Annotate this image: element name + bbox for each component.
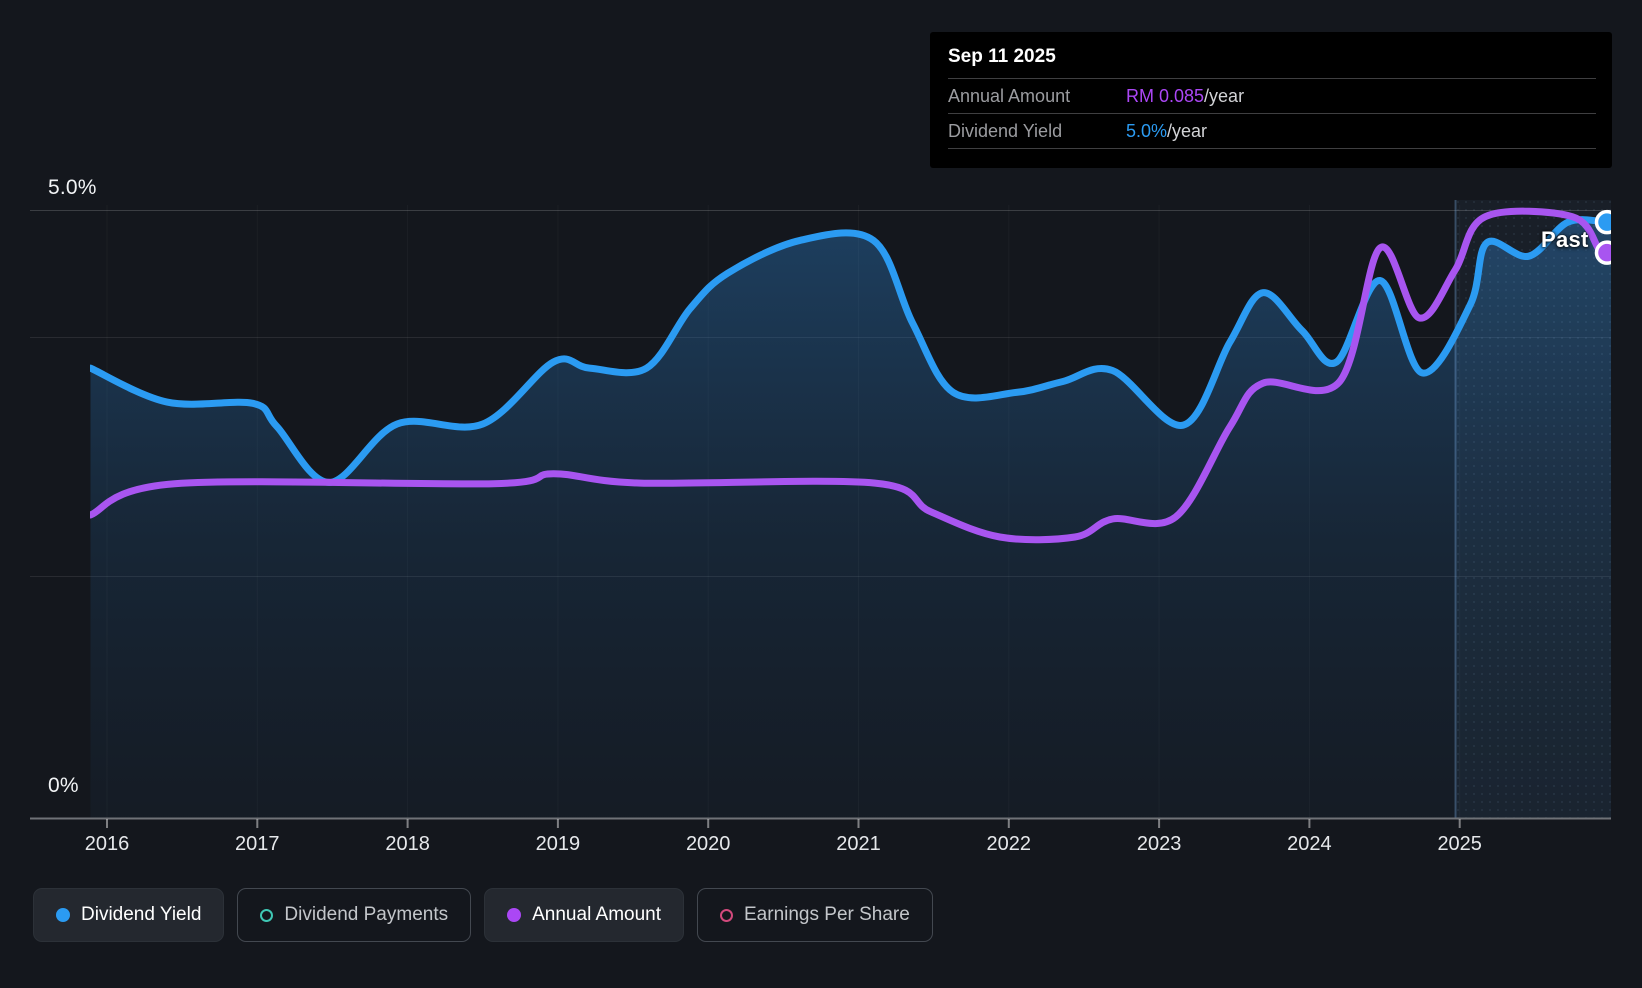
earnings-per-share-ring-icon	[720, 908, 733, 922]
legend-label: Annual Amount	[532, 904, 661, 925]
year-label: 2019	[535, 833, 581, 855]
dividend-yield-dot-icon	[56, 908, 70, 922]
year-label: 2023	[1136, 833, 1182, 855]
year-label: 2025	[1437, 833, 1482, 855]
annual-amount-endpoint-marker	[1594, 240, 1611, 265]
tooltip-suffix: /year	[1204, 85, 1245, 106]
y-axis-label-top: 5.0%	[48, 176, 97, 199]
year-label: 2017	[235, 833, 280, 855]
tooltip-suffix: /year	[1167, 120, 1208, 141]
annual-amount-line	[90, 207, 1611, 544]
year-label: 2022	[986, 833, 1032, 855]
legend-label: Dividend Yield	[81, 904, 202, 925]
annual-amount-dot-icon	[507, 908, 522, 922]
year-label: 2024	[1287, 833, 1332, 855]
tooltip-label: Dividend Yield	[948, 120, 1063, 141]
chart-legend: Dividend Yield Dividend Payments Annual …	[33, 888, 933, 942]
legend-chip-annual-amount[interactable]: Annual Amount	[484, 888, 684, 942]
year-label: 2016	[84, 833, 130, 855]
legend-label: Earnings Per Share	[744, 904, 910, 925]
legend-chip-dividend-yield[interactable]: Dividend Yield	[33, 888, 225, 942]
tooltip-date: Sep 11 2025	[948, 46, 1056, 67]
dividend-yield-endpoint-marker	[1594, 209, 1611, 235]
dividend-yield-line	[90, 216, 1611, 486]
year-label: 2021	[836, 833, 881, 855]
tooltip-row-dividend-yield: Dividend Yield 5.0%/year	[948, 113, 1596, 148]
tooltip-row-annual-amount: Annual Amount RM 0.085/year	[948, 78, 1596, 113]
tooltip-value: RM 0.085	[1126, 85, 1205, 106]
chart-tooltip: Sep 11 2025 Annual Amount RM 0.085/year …	[930, 32, 1612, 168]
legend-chip-dividend-payments[interactable]: Dividend Payments	[237, 888, 472, 942]
tooltip-value: 5.0%	[1126, 120, 1168, 141]
dividend-yield-area	[90, 219, 1611, 818]
past-region-label: Past	[1541, 227, 1589, 252]
future-region	[1455, 200, 1611, 818]
year-label: 2020	[685, 833, 731, 855]
x-axis	[30, 817, 1611, 828]
y-axis-label-bottom: 0%	[48, 774, 79, 797]
year-label: 2018	[385, 833, 430, 855]
tooltip-label: Annual Amount	[948, 85, 1071, 106]
legend-label: Dividend Payments	[284, 904, 449, 925]
dividend-payments-ring-icon	[260, 908, 274, 922]
legend-chip-earnings-per-share[interactable]: Earnings Per Share	[697, 888, 933, 942]
